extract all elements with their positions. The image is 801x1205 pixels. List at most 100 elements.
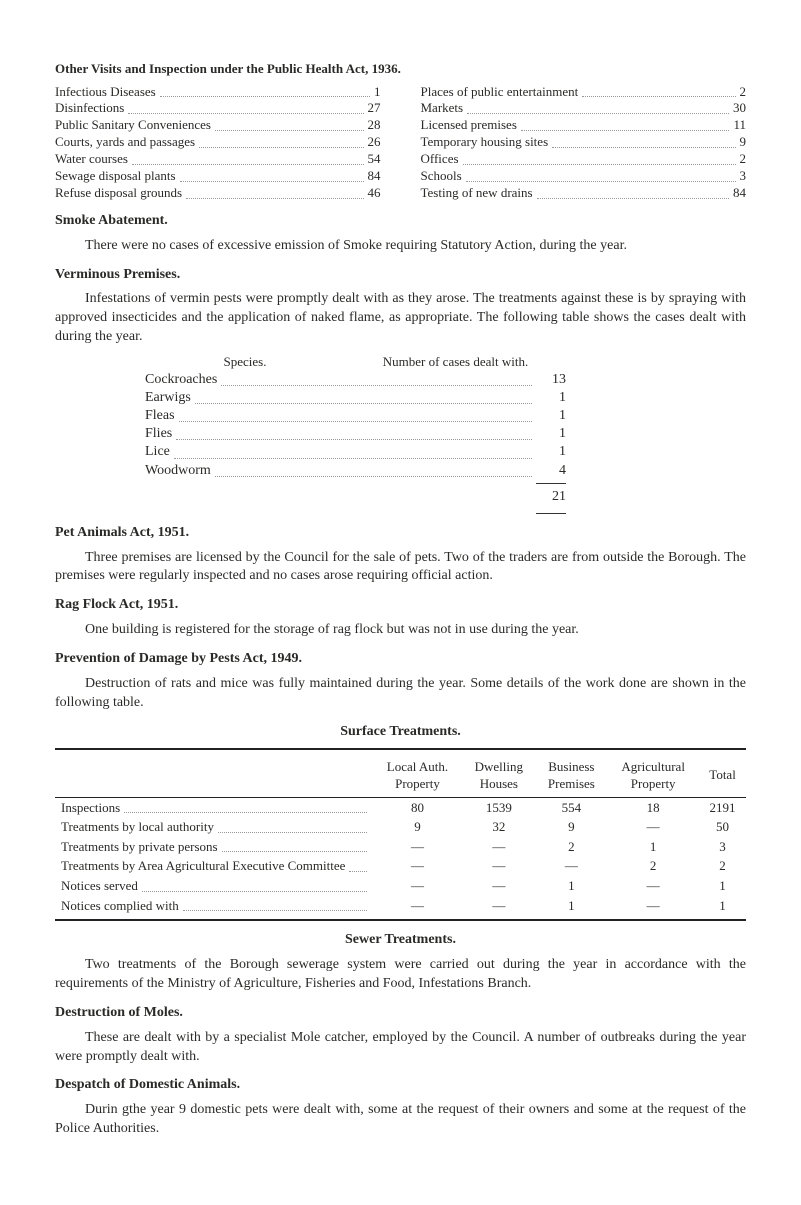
item-value: 28: [368, 117, 381, 134]
item-value: 46: [368, 185, 381, 202]
species-value: 4: [536, 462, 566, 480]
moles-head: Destruction of Moles.: [55, 1004, 746, 1023]
item-value: 54: [368, 151, 381, 168]
table-row: Notices served——1—1: [55, 876, 746, 896]
species-label: Woodworm: [145, 462, 211, 480]
item-label: Licensed premises: [421, 117, 517, 134]
cell-value: —: [536, 856, 608, 876]
item-label: Offices: [421, 151, 459, 168]
cell-value: 80: [373, 797, 462, 817]
verm-head: Verminous Premises.: [55, 266, 746, 285]
cell-value: 1: [536, 876, 608, 896]
cell-value: 1: [536, 896, 608, 916]
despatch-para: Durin gthe year 9 domestic pets were dea…: [55, 1101, 746, 1139]
item-label: Disinfections: [55, 100, 124, 117]
smoke-head: Smoke Abatement.: [55, 212, 746, 231]
cell-value: —: [607, 876, 699, 896]
prev-head: Prevention of Damage by Pests Act, 1949.: [55, 650, 746, 669]
table-col-head: DwellingHouses: [462, 754, 535, 798]
cell-value: 3: [699, 837, 746, 857]
species-row: Woodworm 4: [145, 462, 566, 480]
item-label: Water courses: [55, 151, 128, 168]
cell-value: —: [607, 817, 699, 837]
list-item: Testing of new drains 84: [421, 185, 747, 202]
cell-value: 1: [607, 837, 699, 857]
table-row: Treatments by private persons——213: [55, 837, 746, 857]
item-value: 26: [368, 134, 381, 151]
item-value: 30: [733, 100, 746, 117]
sewer-para: Two treatments of the Borough sewerage s…: [55, 956, 746, 994]
cell-value: 18: [607, 797, 699, 817]
table-row: Inspections 801539554182191: [55, 797, 746, 817]
cell-value: 9: [536, 817, 608, 837]
verm-para: Infestations of vermin pests were prompt…: [55, 290, 746, 347]
sewer-title: Sewer Treatments.: [55, 931, 746, 950]
cell-value: 2: [536, 837, 608, 857]
row-label: Notices complied with: [61, 897, 179, 915]
cell-value: —: [373, 856, 462, 876]
cell-value: 554: [536, 797, 608, 817]
surface-title: Surface Treatments.: [55, 723, 746, 742]
prev-para: Destruction of rats and mice was fully m…: [55, 675, 746, 713]
visits-right-col: Places of public entertainment2Markets30…: [421, 84, 747, 202]
surface-table: Local Auth.PropertyDwellingHousesBusines…: [55, 754, 746, 915]
cell-value: —: [462, 856, 535, 876]
rag-head: Rag Flock Act, 1951.: [55, 596, 746, 615]
rag-para: One building is registered for the stora…: [55, 621, 746, 640]
item-value: 84: [368, 168, 381, 185]
item-value: 2: [740, 84, 747, 101]
row-label: Treatments by Area Agricultural Executiv…: [61, 857, 345, 875]
species-value: 1: [536, 407, 566, 425]
row-label: Inspections: [61, 799, 120, 817]
cell-value: 2: [699, 856, 746, 876]
cell-value: 9: [373, 817, 462, 837]
cell-value: 32: [462, 817, 535, 837]
item-value: 3: [740, 168, 747, 185]
pet-head: Pet Animals Act, 1951.: [55, 524, 746, 543]
cell-value: 2: [607, 856, 699, 876]
cell-value: —: [373, 837, 462, 857]
species-value: 1: [536, 443, 566, 461]
cell-value: —: [462, 837, 535, 857]
item-value: 2: [740, 151, 747, 168]
item-label: Testing of new drains: [421, 185, 533, 202]
table-col-head: BusinessPremises: [536, 754, 608, 798]
cell-value: —: [462, 876, 535, 896]
species-total: 21: [145, 488, 566, 507]
cell-value: —: [373, 876, 462, 896]
species-value: 13: [536, 371, 566, 389]
item-value: 9: [740, 134, 747, 151]
visits-columns: Infectious Diseases1Disinfections27Publi…: [55, 84, 746, 202]
row-label: Notices served: [61, 877, 138, 895]
table-col-head: Local Auth.Property: [373, 754, 462, 798]
cell-value: 1539: [462, 797, 535, 817]
table-col-head: [55, 754, 373, 798]
pet-para: Three premises are licensed by the Counc…: [55, 549, 746, 587]
table-col-head: Total: [699, 754, 746, 798]
species-value: 1: [536, 425, 566, 443]
row-label: Treatments by private persons: [61, 838, 218, 856]
table-row: Treatments by local authority9329—50: [55, 817, 746, 837]
cell-value: —: [373, 896, 462, 916]
item-value: 84: [733, 185, 746, 202]
moles-para: These are dealt with by a specialist Mol…: [55, 1029, 746, 1067]
cell-value: 50: [699, 817, 746, 837]
smoke-para: There were no cases of excessive emissio…: [55, 237, 746, 256]
item-value: 1: [374, 84, 381, 101]
cell-value: —: [607, 896, 699, 916]
item-label: Refuse disposal grounds: [55, 185, 182, 202]
page-title: Other Visits and Inspection under the Pu…: [55, 60, 746, 78]
species-label: Fleas: [145, 407, 175, 425]
species-block: Species. Number of cases dealt with. Coc…: [145, 353, 566, 514]
cell-value: 1: [699, 876, 746, 896]
item-value: 27: [368, 100, 381, 117]
item-label: Schools: [421, 168, 462, 185]
species-value: 1: [536, 389, 566, 407]
list-item: Refuse disposal grounds 46: [55, 185, 381, 202]
despatch-head: Despatch of Domestic Animals.: [55, 1076, 746, 1095]
cell-value: 2191: [699, 797, 746, 817]
visits-left-col: Infectious Diseases1Disinfections27Publi…: [55, 84, 381, 202]
item-label: Markets: [421, 100, 464, 117]
table-row: Notices complied with——1—1: [55, 896, 746, 916]
table-col-head: AgriculturalProperty: [607, 754, 699, 798]
